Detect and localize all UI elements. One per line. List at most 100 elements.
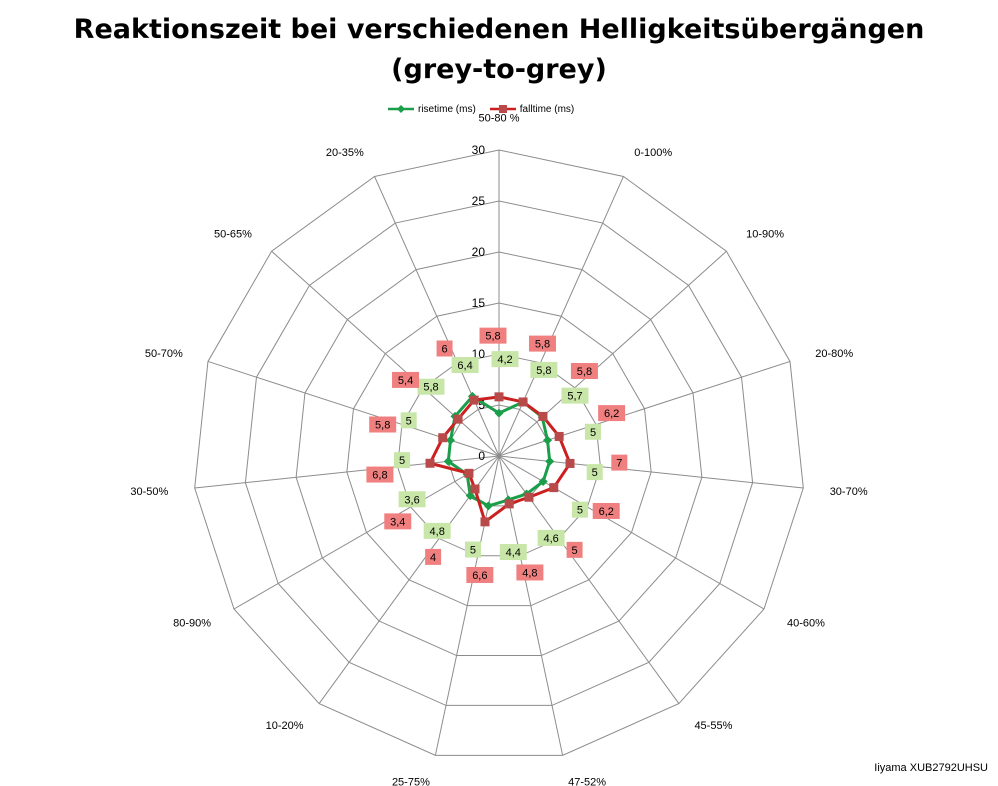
grid-spoke bbox=[498, 176, 624, 457]
category-label: 30-70% bbox=[830, 486, 868, 498]
data-label-bg bbox=[491, 351, 519, 368]
data-label: 5 bbox=[399, 455, 405, 467]
category-label: 10-90% bbox=[746, 229, 784, 241]
data-label-bg bbox=[394, 452, 411, 469]
category-label: 30-50% bbox=[130, 486, 168, 498]
falltime-marker bbox=[425, 458, 435, 468]
falltime-marker bbox=[524, 492, 534, 502]
data-label-bg bbox=[425, 548, 442, 565]
data-label: 6 bbox=[442, 343, 448, 355]
category-label: 80-90% bbox=[173, 617, 211, 629]
data-label: 5 bbox=[470, 545, 476, 557]
falltime-marker bbox=[504, 499, 514, 509]
category-label: 20-35% bbox=[326, 147, 364, 159]
chart-title: Reaktionszeit bei verschiedenen Helligke… bbox=[0, 10, 998, 90]
data-label-bg bbox=[530, 361, 558, 378]
data-label: 6,4 bbox=[457, 360, 472, 372]
data-label: 4,4 bbox=[506, 547, 521, 559]
data-label: 6,2 bbox=[599, 506, 614, 518]
data-label-bg bbox=[464, 541, 481, 558]
data-label: 6,8 bbox=[372, 470, 387, 482]
data-label: 5,8 bbox=[577, 366, 592, 378]
data-label: 3,4 bbox=[390, 516, 405, 528]
grid-spoke bbox=[233, 455, 500, 610]
category-label: 50-80 % bbox=[479, 112, 520, 124]
category-label: 20-80% bbox=[815, 348, 853, 360]
data-label-bg bbox=[392, 371, 420, 388]
data-label-bg bbox=[528, 335, 556, 352]
legend-item-risetime: risetime (ms) bbox=[388, 102, 476, 116]
data-label-bg bbox=[561, 387, 589, 404]
data-label: 5 bbox=[572, 545, 578, 557]
data-label: 5 bbox=[406, 415, 412, 427]
radial-tick-label: 25 bbox=[472, 194, 486, 208]
data-label: 5 bbox=[577, 505, 583, 517]
risetime-marker bbox=[443, 456, 453, 466]
data-label-bg bbox=[570, 363, 598, 380]
data-label-bg bbox=[436, 340, 453, 357]
data-label: 5 bbox=[590, 427, 596, 439]
data-label-bg bbox=[598, 405, 626, 422]
category-label: 45-55% bbox=[694, 720, 732, 732]
falltime-marker bbox=[518, 397, 528, 407]
radial-tick-label: 15 bbox=[472, 296, 486, 310]
data-label: 5,8 bbox=[485, 331, 500, 343]
data-label-bg bbox=[537, 529, 565, 546]
grid-ring-20 bbox=[295, 251, 703, 657]
risetime-legend-marker-icon bbox=[388, 102, 414, 116]
category-label: 25-75% bbox=[392, 776, 430, 786]
data-label-bg bbox=[398, 491, 426, 508]
falltime-marker bbox=[480, 517, 490, 527]
falltime-legend-marker-icon bbox=[489, 102, 516, 116]
data-label: 5 bbox=[592, 467, 598, 479]
grid-ring-10 bbox=[397, 353, 601, 557]
grid-ring-30 bbox=[194, 149, 804, 756]
data-label-bg bbox=[369, 416, 397, 433]
data-label-bg bbox=[423, 522, 451, 539]
data-label: 5,8 bbox=[423, 382, 438, 394]
data-label: 4,2 bbox=[497, 354, 512, 366]
monitor-model-credit: Iiyama XUB2792UHSU bbox=[874, 762, 988, 774]
data-label: 7 bbox=[616, 458, 622, 470]
falltime-marker bbox=[565, 458, 575, 468]
falltime-marker bbox=[464, 468, 474, 478]
series-line-0 bbox=[446, 394, 552, 508]
grid-ring-5 bbox=[447, 404, 551, 507]
series-line-1 bbox=[428, 395, 572, 524]
data-label: 6,2 bbox=[604, 408, 619, 420]
grid-spoke bbox=[207, 360, 500, 457]
data-label: 4,8 bbox=[430, 526, 445, 538]
data-label: 5,7 bbox=[567, 391, 582, 403]
falltime-marker bbox=[470, 484, 480, 494]
risetime-marker bbox=[445, 435, 455, 445]
falltime-marker bbox=[453, 414, 463, 424]
data-label: 5,8 bbox=[536, 365, 551, 377]
chart-title-line1: Reaktionszeit bei verschiedenen Helligke… bbox=[73, 14, 925, 45]
data-label: 5,4 bbox=[398, 375, 413, 387]
category-label: 47-52% bbox=[568, 776, 606, 786]
grid-spoke bbox=[194, 455, 500, 489]
radial-tick-label: 5 bbox=[478, 398, 485, 412]
radial-tick-label: 0 bbox=[478, 449, 485, 463]
legend-label-risetime: risetime (ms) bbox=[418, 103, 476, 115]
falltime-marker bbox=[549, 483, 559, 493]
legend-label-falltime: falltime (ms) bbox=[519, 103, 575, 115]
falltime-marker bbox=[494, 392, 504, 402]
falltime-marker bbox=[538, 411, 548, 421]
grid-spoke bbox=[374, 176, 500, 457]
risetime-marker bbox=[538, 477, 548, 486]
category-label: 50-65% bbox=[214, 229, 252, 241]
falltime-marker bbox=[438, 433, 448, 443]
grid-spoke bbox=[498, 250, 727, 457]
risetime-marker bbox=[545, 456, 555, 466]
data-label-bg bbox=[586, 464, 603, 481]
data-label-bg bbox=[499, 544, 527, 561]
data-label-bg bbox=[384, 513, 412, 530]
data-label-bg bbox=[479, 327, 507, 344]
data-label: 6,6 bbox=[472, 570, 487, 582]
grid-ring-15 bbox=[346, 302, 652, 607]
data-label-bg bbox=[571, 501, 588, 518]
data-label: 4,8 bbox=[522, 567, 537, 579]
falltime-marker bbox=[469, 395, 479, 405]
